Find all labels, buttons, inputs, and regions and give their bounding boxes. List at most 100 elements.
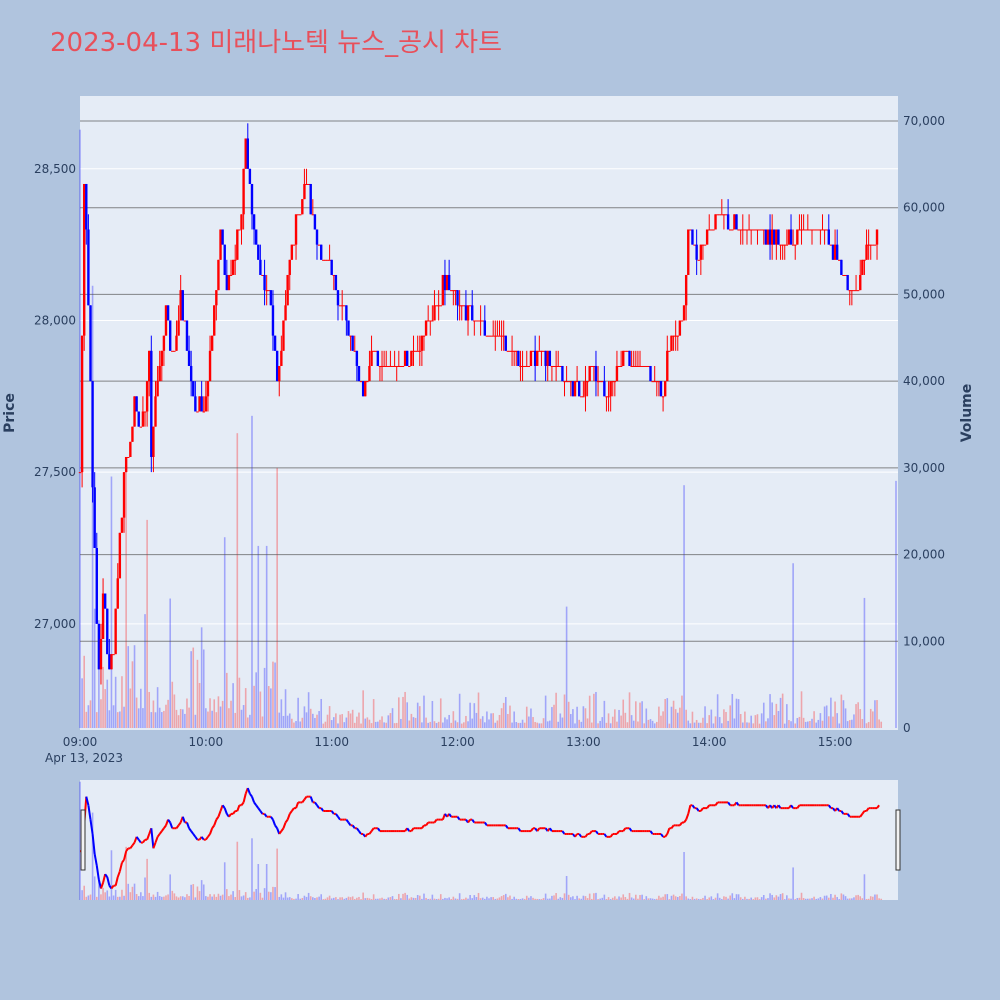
candle-body: [479, 320, 482, 322]
volume-bar: [765, 721, 767, 728]
range-slider-volume-bar: [639, 894, 641, 900]
candle-body: [364, 381, 367, 397]
range-slider-volume-bar: [563, 893, 566, 900]
volume-bar: [521, 719, 524, 728]
volume-bar: [861, 718, 864, 728]
range-slider-price-segment: [504, 824, 509, 829]
volume-bar: [87, 705, 90, 728]
range-slider-volume-bar: [467, 898, 469, 900]
candle-body: [372, 350, 375, 352]
range-slider-volume-bar: [249, 897, 251, 900]
volume-bar: [244, 688, 247, 728]
volume-bar: [544, 695, 547, 728]
volume-bar: [345, 717, 348, 728]
range-slider-volume-bar: [270, 892, 272, 900]
volume-bar: [165, 704, 167, 728]
range-slider-volume-bar: [614, 896, 616, 900]
range-slider-volume-bar: [565, 876, 568, 900]
candle-body: [443, 274, 447, 291]
volume-bar: [586, 718, 589, 728]
range-slider-volume-bar: [546, 898, 549, 900]
candle-body: [143, 411, 147, 413]
volume-bar: [666, 698, 669, 728]
candle-body: [745, 229, 749, 231]
range-slider-price-segment: [284, 819, 289, 824]
range-slider-volume-bar: [221, 894, 224, 900]
volume-bar: [362, 690, 364, 728]
range-slider-volume-bar: [842, 894, 845, 900]
candle-body: [609, 381, 612, 397]
volume-bar: [760, 713, 763, 728]
volume-bar: [530, 708, 532, 728]
volume-bar: [746, 722, 748, 728]
candle-body: [221, 229, 224, 245]
range-slider-volume-bar: [142, 896, 144, 900]
range-slider[interactable]: [79, 780, 901, 900]
range-slider-volume-bar: [750, 897, 752, 900]
volume-bar: [179, 708, 182, 728]
range-slider-volume-bar: [735, 894, 738, 900]
candle-body: [349, 335, 352, 337]
volume-bar: [637, 721, 639, 728]
volume-bar: [209, 698, 211, 728]
candle-body: [401, 365, 405, 367]
volume-tick-label: 60,000: [903, 201, 945, 215]
volume-bar: [251, 415, 253, 728]
candle-body: [601, 381, 604, 383]
range-slider-price-segment: [351, 824, 356, 829]
volume-bar: [643, 723, 646, 728]
volume-bar: [314, 717, 316, 728]
range-slider-price-segment: [154, 836, 159, 843]
candle-body: [202, 411, 205, 413]
candle-body: [869, 244, 872, 246]
range-slider-volume-bar: [205, 896, 207, 900]
range-slider-volume-bar: [834, 894, 836, 900]
range-slider-volume-bar: [131, 886, 134, 900]
candle-body: [122, 472, 126, 518]
range-slider-price-segment: [169, 822, 174, 829]
volume-bar: [735, 698, 738, 728]
candle-body: [210, 335, 214, 351]
volume-bar: [196, 659, 199, 728]
range-slider-right-handle[interactable]: [895, 809, 901, 871]
range-slider-price-segment: [114, 876, 119, 886]
volume-bar: [869, 708, 872, 728]
range-slider-volume-bar: [194, 897, 197, 900]
volume-bar: [471, 718, 474, 728]
volume-bar: [557, 721, 560, 728]
candle-body: [145, 381, 149, 412]
range-slider-volume-bar: [628, 892, 631, 900]
range-slider-volume-bar: [821, 898, 824, 900]
range-slider-volume-bar: [89, 894, 92, 900]
range-slider-price-segment: [152, 842, 157, 849]
range-slider-volume-bar: [609, 899, 612, 900]
volume-bar: [442, 722, 444, 728]
volume-bar: [752, 723, 755, 728]
range-slider-price-segment: [228, 813, 232, 818]
volume-bar: [320, 698, 323, 728]
volume-bar: [534, 721, 536, 728]
volume-bar: [215, 712, 218, 728]
candle-body: [527, 365, 531, 367]
volume-bar: [236, 433, 239, 728]
volume-bar: [836, 713, 838, 728]
candle-body: [429, 320, 432, 322]
range-slider-volume-bar: [284, 892, 287, 900]
candle-body: [391, 365, 394, 367]
range-slider-volume-bar: [347, 896, 350, 900]
range-slider-volume-bar: [379, 898, 381, 900]
range-slider-price-segment: [691, 804, 696, 809]
main-plot-area[interactable]: [78, 96, 898, 730]
range-slider-volume-bar: [366, 897, 369, 900]
candle-body: [141, 411, 145, 427]
candle-body: [359, 381, 363, 383]
volume-bar: [181, 709, 184, 728]
candle-body: [770, 229, 774, 245]
range-slider-volume-bar: [756, 897, 759, 900]
volume-bar: [439, 698, 442, 728]
volume-bar: [651, 720, 654, 728]
range-slider-left-handle[interactable]: [80, 809, 86, 871]
candle-body: [548, 350, 552, 366]
volume-bar: [616, 721, 618, 728]
range-slider-price-segment: [142, 839, 146, 844]
